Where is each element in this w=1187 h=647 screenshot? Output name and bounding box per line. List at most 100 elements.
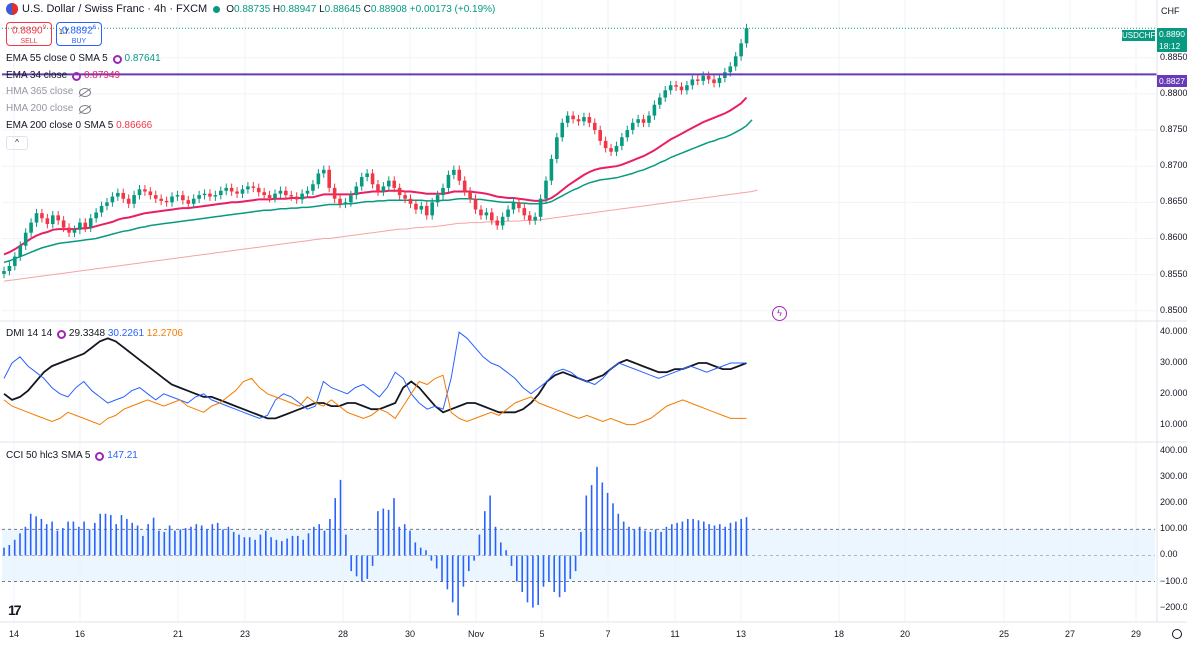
cci-tick-label: −100.00 [1160, 575, 1187, 586]
price-tick-label: 0.8800 [1160, 87, 1187, 98]
candle-body [2, 271, 6, 274]
candle-body [690, 79, 695, 86]
ema200-line [3, 189, 758, 282]
candle-body [321, 169, 326, 174]
ohlc-values: O0.88735 H0.88947 L0.88645 C0.88908 +0.0… [226, 4, 496, 15]
candle-body [343, 202, 348, 204]
settings-icon[interactable] [57, 329, 67, 339]
ema34-legend[interactable]: EMA 34 close 0.87949 [6, 70, 121, 81]
candle-body [446, 174, 451, 188]
candle-body [126, 198, 131, 204]
hidden-eye-icon[interactable] [79, 87, 92, 97]
candle-body [235, 191, 239, 194]
candle-body [484, 212, 489, 216]
dmi-tick-label: 10.000 [1160, 418, 1187, 429]
candle-body [392, 180, 397, 188]
candle-body [674, 85, 678, 87]
candle-body [251, 186, 256, 188]
ema200-legend[interactable]: EMA 200 close 0 SMA 5 0.86666 [6, 120, 153, 131]
dmi-legend[interactable]: DMI 14 14 29.3348 30.2261 12.2706 [6, 328, 183, 339]
candle-body [479, 209, 483, 216]
ema55-legend[interactable]: EMA 55 close 0 SMA 5 0.87641 [6, 53, 161, 64]
candle-body [663, 90, 668, 98]
candle-body [679, 86, 684, 91]
candle-body [658, 97, 662, 105]
tradingview-logo: 17 [8, 602, 22, 618]
candle-body [23, 232, 28, 246]
candle-body [728, 66, 733, 73]
dmi-tick-label: 20.000 [1160, 387, 1187, 398]
candle-body [500, 216, 505, 226]
candle-body [587, 117, 592, 123]
collapse-legend-button[interactable]: ^ [6, 136, 28, 150]
candle-body [408, 198, 413, 204]
cci-tick-label: 200.00 [1160, 497, 1187, 508]
settings-icon[interactable] [95, 451, 105, 461]
candle-body [305, 190, 310, 194]
candle-body [170, 196, 174, 203]
countdown-label: 18:12 [1157, 40, 1187, 52]
settings-icon[interactable] [72, 71, 82, 81]
chart-title-row: U.S. Dollar / Swiss Franc · 4h · FXCM O0.… [6, 3, 496, 16]
dmi-plus-di-line [3, 331, 747, 419]
candle-body [186, 200, 191, 204]
candle-body [544, 180, 548, 199]
ema55-series [3, 119, 753, 264]
price-tick-label: 0.8500 [1160, 304, 1187, 315]
candle-body [381, 186, 386, 192]
buy-button[interactable]: 0.88926 BUY [56, 22, 102, 46]
cci-pane [2, 466, 1155, 616]
price-tick-label: 0.8600 [1160, 232, 1187, 243]
candle-body [300, 193, 304, 200]
candle-body [625, 130, 630, 138]
dmi-tick-label: 30.000 [1160, 356, 1187, 367]
candle-body [61, 220, 66, 228]
candle-body [435, 195, 440, 203]
candle-body [262, 192, 266, 196]
cci-legend[interactable]: CCI 50 hlc3 SMA 5 147.21 [6, 450, 138, 461]
market-open-dot-icon [213, 5, 221, 13]
candle-body [278, 190, 283, 194]
time-tick-label: 11 [670, 629, 680, 639]
candle-body [522, 208, 527, 216]
candle-body [739, 43, 743, 57]
candle-body [538, 198, 543, 217]
candlesticks [2, 23, 749, 279]
candle-body [430, 202, 434, 216]
spread-value: 1.7 [59, 29, 69, 36]
ema55-line [3, 119, 753, 264]
candle-body [490, 212, 494, 221]
time-tick-label: 29 [1130, 629, 1142, 639]
candle-body [256, 187, 261, 193]
hidden-eye-icon[interactable] [79, 104, 92, 114]
candle-body [349, 195, 353, 203]
candle-body [224, 187, 229, 191]
dmi-pane [3, 331, 747, 426]
usd-chf-flag-icon [6, 3, 18, 16]
dmi-tick-label: 40.000 [1160, 326, 1187, 337]
hma200-legend[interactable]: HMA 200 close [6, 103, 92, 116]
cci-tick-label: 400.00 [1160, 445, 1187, 456]
candle-body [338, 198, 342, 204]
candle-body [609, 148, 613, 152]
candle-body [181, 195, 185, 201]
candle-body [706, 75, 711, 80]
candle-body [744, 28, 749, 44]
sell-button[interactable]: 0.88909 SELL [6, 22, 52, 46]
chart-settings-icon[interactable] [1172, 629, 1182, 639]
candle-body [733, 56, 738, 67]
candle-body [240, 189, 245, 194]
time-tick-label: 18 [833, 629, 845, 639]
candle-body [105, 202, 109, 206]
symbol-label: USDCHF [1122, 30, 1156, 41]
price-tick-label: 0.8700 [1160, 160, 1187, 171]
candle-body [620, 137, 624, 146]
level-price-label: 0.8827 [1157, 75, 1187, 87]
hma365-legend[interactable]: HMA 365 close [6, 86, 92, 99]
lightning-icon[interactable]: ϟ [772, 306, 787, 321]
horizontal-level-line [2, 27, 1157, 76]
candle-body [72, 229, 77, 233]
settings-icon[interactable] [112, 54, 122, 64]
cci-tick-label: 0.00 [1160, 549, 1178, 560]
